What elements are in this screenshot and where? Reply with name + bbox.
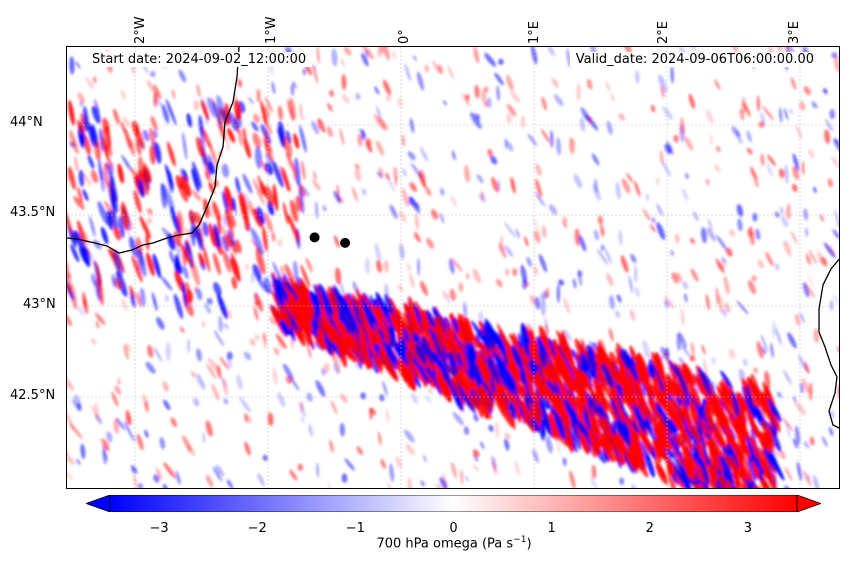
- colorbar-tick: −3: [149, 521, 169, 536]
- colorbar-tick: 0: [449, 521, 458, 536]
- colorbar-tick: −1: [345, 521, 365, 536]
- coastline-mediterranean: [818, 258, 839, 429]
- station-marker: [340, 237, 351, 248]
- lat-label-44n: 44°N: [10, 115, 43, 130]
- colorbar-tick: 2: [645, 521, 654, 536]
- lat-label-42-5n: 42.5°N: [10, 388, 56, 403]
- station-marker: [309, 232, 320, 243]
- lon-label-1e: 1°E: [527, 21, 542, 44]
- lon-label-0: 0°: [397, 29, 412, 44]
- omega-map: [66, 46, 840, 489]
- station-markers: [309, 232, 351, 248]
- colorbar-gradient: [109, 495, 798, 512]
- coastline-atlantic: [67, 47, 240, 254]
- lon-label-2w: 2°W: [133, 16, 148, 44]
- colorbar-label: 700 hPa omega (Pa s−1): [376, 535, 532, 552]
- lon-label-1w: 1°W: [264, 16, 279, 44]
- omega-field-layer: [67, 47, 839, 488]
- colorbar-tick: −2: [247, 521, 267, 536]
- lat-label-43n: 43°N: [23, 297, 56, 312]
- gridlines: [67, 47, 839, 488]
- colorbar-tick: 3: [743, 521, 753, 536]
- colorbar-tick: 1: [547, 521, 556, 536]
- start-date-label: Start date: 2024-09-02_12:00:00: [86, 52, 313, 67]
- lon-label-2e: 2°E: [656, 21, 671, 44]
- valid-date-label: Valid_date: 2024-09-06T06:00:00.00: [569, 52, 820, 67]
- colorbar: [86, 495, 821, 512]
- colorbar-extend-high: [796, 495, 821, 512]
- colorbar-extend-low: [86, 495, 111, 512]
- lat-label-43-5n: 43.5°N: [10, 205, 56, 220]
- omega-field: [67, 47, 839, 488]
- lon-label-3e: 3°E: [787, 21, 802, 44]
